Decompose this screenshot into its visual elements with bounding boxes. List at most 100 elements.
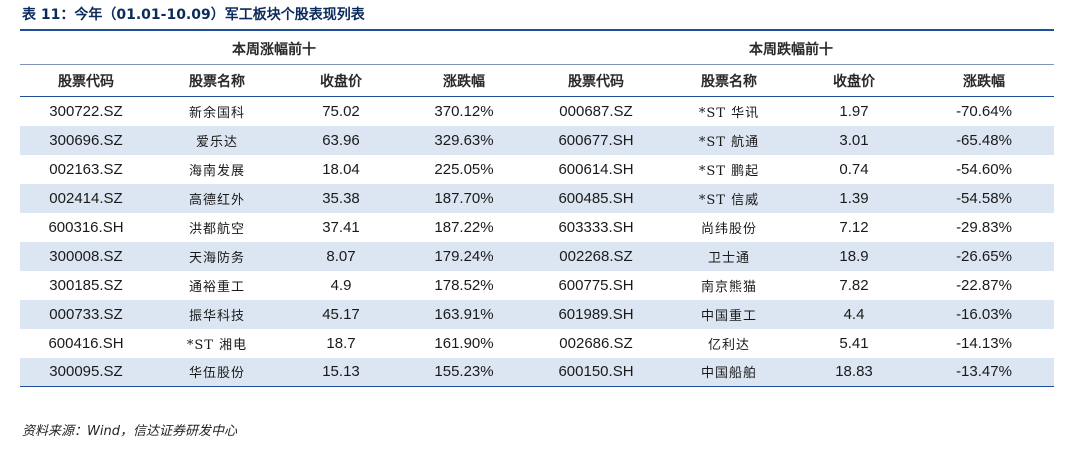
stock-name-cell: 南京熊猫 (700, 279, 757, 295)
stock-performance-table: 本周涨幅前十 本周跌幅前十 股票代码 股票名称 收盘价 涨跌幅 股票代码 股票名… (20, 34, 1054, 387)
stock-name-cell: 亿利达 (707, 337, 750, 353)
table-title: 表 11：今年（01.01-10.09）军工板块个股表现列表 (22, 7, 365, 23)
group-header-row: 本周涨幅前十 本周跌幅前十 (20, 34, 1054, 65)
column-header: 涨跌幅 (400, 64, 528, 97)
stock-code-cell: 600485.SH (558, 189, 634, 207)
stock-name-cell: 振华科技 (188, 308, 245, 324)
close-price-cell: 18.04 (322, 160, 360, 178)
stock-code-cell: 600316.SH (48, 218, 124, 236)
stock-name-cell: 中国重工 (700, 308, 757, 324)
change-pct-cell: 161.90% (434, 334, 494, 352)
change-pct-cell: 178.52% (434, 276, 494, 294)
group-header-up: 本周涨幅前十 (20, 34, 528, 65)
stock-code-cell: 300722.SZ (49, 102, 123, 120)
stock-code-cell: 000687.SZ (559, 102, 633, 120)
stock-name-cell: *ST 湘电 (186, 337, 248, 353)
stock-code-cell: 300185.SZ (49, 276, 123, 294)
close-price-cell: 3.01 (839, 131, 869, 149)
column-header: 股票名称 (664, 64, 794, 97)
stock-code-cell: 600775.SH (558, 276, 634, 294)
stock-name-cell: 海南发展 (188, 163, 245, 179)
stock-name-cell: 通裕重工 (188, 279, 245, 295)
stock-name-cell: *ST 信威 (698, 192, 760, 208)
change-pct-cell: -54.58% (956, 189, 1012, 207)
stock-code-cell: 601989.SH (558, 305, 634, 323)
close-price-cell: 8.07 (326, 247, 356, 265)
column-header-row: 股票代码 股票名称 收盘价 涨跌幅 股票代码 股票名称 收盘价 涨跌幅 (20, 64, 1054, 97)
stock-code-cell: 002686.SZ (559, 334, 633, 352)
stock-code-cell: 603333.SH (558, 218, 634, 236)
close-price-cell: 15.13 (282, 357, 400, 387)
close-price-cell: 4.4 (843, 305, 865, 323)
table-row: 600416.SH *ST 湘电 18.7 161.90% 002686.SZ 亿利达 5.… (20, 329, 1054, 358)
column-header: 股票名称 (152, 64, 282, 97)
change-pct-cell: -29.83% (956, 218, 1012, 236)
stock-name-cell: 高德红外 (188, 192, 245, 208)
change-pct-cell: 163.91% (434, 305, 494, 323)
stock-name-cell: 尚纬股份 (700, 221, 757, 237)
table-row: 000733.SZ 振华科技 45.17 163.91% 601989.SH 中国重工 4.… (20, 299, 1054, 329)
column-header: 股票代码 (20, 64, 152, 97)
close-price-cell: 45.17 (322, 305, 360, 323)
change-pct-cell: 329.63% (434, 131, 494, 149)
stock-name-cell: 卫士通 (707, 250, 750, 266)
close-price-cell: 35.38 (322, 189, 360, 207)
change-pct-cell: 225.05% (434, 160, 494, 178)
stock-name-cell: 天海防务 (188, 250, 245, 266)
change-pct-cell: -13.47% (914, 357, 1054, 387)
close-price-cell: 7.12 (839, 218, 869, 236)
stock-name-cell: 华伍股份 (152, 357, 282, 387)
stock-code-cell: 300008.SZ (49, 247, 123, 265)
column-header: 股票代码 (528, 64, 664, 97)
table-row: 300095.SZ 华伍股份 15.13 155.23% 600150.SH 中国船舶 18… (20, 357, 1054, 387)
change-pct-cell: 370.12% (434, 102, 494, 120)
source-note: 资料来源：Wind，信达证券研发中心 (22, 424, 237, 439)
close-price-cell: 18.9 (839, 247, 869, 265)
close-price-cell: 37.41 (322, 218, 360, 236)
stock-name-cell: *ST 华讯 (698, 105, 760, 121)
change-pct-cell: -22.87% (956, 276, 1012, 294)
stock-code-cell: 000733.SZ (49, 305, 123, 323)
close-price-cell: 0.74 (839, 160, 869, 178)
stock-code-cell: 300095.SZ (20, 357, 152, 387)
stock-name-cell: *ST 鹏起 (698, 163, 760, 179)
change-pct-cell: -14.13% (956, 334, 1012, 352)
close-price-cell: 7.82 (839, 276, 869, 294)
stock-name-cell: *ST 航通 (698, 134, 760, 150)
table-row: 002414.SZ 高德红外 35.38 187.70% 600485.SH *ST 信威… (20, 183, 1054, 213)
stock-code-cell: 002414.SZ (49, 189, 123, 207)
change-pct-cell: 155.23% (400, 357, 528, 387)
change-pct-cell: -16.03% (956, 305, 1012, 323)
column-header: 收盘价 (794, 64, 914, 97)
change-pct-cell: -70.64% (956, 102, 1012, 120)
close-price-cell: 1.97 (839, 102, 869, 120)
column-header: 涨跌幅 (914, 64, 1054, 97)
title-divider (20, 29, 1054, 31)
stock-code-cell: 002268.SZ (559, 247, 633, 265)
close-price-cell: 4.9 (330, 276, 352, 294)
table-row: 300722.SZ 新余国科 75.02 370.12% 000687.SZ *ST 华讯… (20, 97, 1054, 126)
stock-code-cell: 002163.SZ (49, 160, 123, 178)
stock-code-cell: 600416.SH (48, 334, 124, 352)
table-row: 300185.SZ 通裕重工 4.9 178.52% 600775.SH 南京熊猫 7.82… (20, 271, 1054, 300)
close-price-cell: 18.7 (326, 334, 356, 352)
close-price-cell: 18.83 (794, 357, 914, 387)
change-pct-cell: -54.60% (956, 160, 1012, 178)
close-price-cell: 75.02 (322, 102, 360, 120)
stock-name-cell: 中国船舶 (664, 357, 794, 387)
change-pct-cell: 179.24% (434, 247, 494, 265)
stock-name-cell: 爱乐达 (195, 134, 238, 150)
table-row: 600316.SH 洪都航空 37.41 187.22% 603333.SH 尚纬股份 7.… (20, 213, 1054, 242)
table-row: 300696.SZ 爱乐达 63.96 329.63% 600677.SH *ST 航通 3… (20, 125, 1054, 155)
group-header-down: 本周跌幅前十 (528, 34, 1054, 65)
table-row: 002163.SZ 海南发展 18.04 225.05% 600614.SH *ST 鹏起… (20, 155, 1054, 184)
stock-name-cell: 新余国科 (188, 105, 245, 121)
stock-code-cell: 600677.SH (558, 131, 634, 149)
close-price-cell: 5.41 (839, 334, 869, 352)
change-pct-cell: -65.48% (956, 131, 1012, 149)
change-pct-cell: 187.70% (434, 189, 494, 207)
stock-code-cell: 600150.SH (528, 357, 664, 387)
close-price-cell: 63.96 (322, 131, 360, 149)
table-row: 300008.SZ 天海防务 8.07 179.24% 002268.SZ 卫士通 18.9… (20, 241, 1054, 271)
stock-code-cell: 300696.SZ (49, 131, 123, 149)
